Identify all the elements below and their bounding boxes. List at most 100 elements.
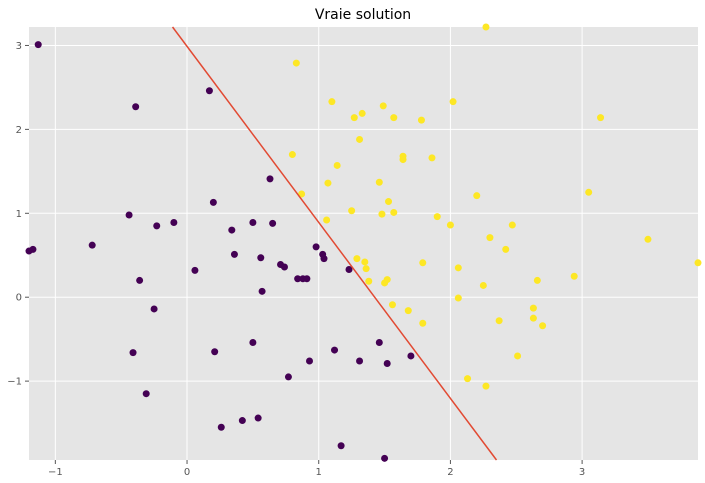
data-point: [125, 211, 133, 219]
data-point: [280, 263, 288, 271]
data-point: [399, 156, 407, 164]
data-point: [404, 307, 412, 315]
x-axis-ticks: −1 0 1 2 3: [48, 460, 585, 478]
data-point: [433, 213, 441, 221]
data-point: [320, 255, 328, 263]
chart-title: Vraie solution: [315, 7, 411, 23]
data-point: [388, 301, 396, 309]
data-point: [306, 357, 314, 365]
data-point: [356, 357, 364, 365]
data-point: [333, 161, 341, 169]
data-point: [390, 208, 398, 216]
data-point: [694, 259, 702, 267]
data-point: [449, 98, 457, 106]
data-point: [417, 116, 425, 124]
data-point: [238, 417, 246, 425]
data-point: [482, 382, 490, 390]
data-point: [353, 255, 361, 263]
data-point: [514, 352, 522, 360]
data-point: [486, 234, 494, 242]
data-point: [269, 219, 277, 227]
data-point: [348, 207, 356, 215]
y-tick-label: 1: [16, 209, 22, 220]
data-points: [25, 23, 702, 462]
data-point: [383, 276, 391, 284]
data-point: [356, 135, 364, 143]
data-point: [375, 339, 383, 347]
data-point: [211, 348, 219, 356]
data-point: [381, 454, 389, 462]
data-point: [407, 352, 415, 360]
x-tick-label: 0: [184, 467, 190, 478]
data-point: [331, 346, 339, 354]
data-point: [390, 114, 398, 122]
x-tick-label: 2: [447, 467, 453, 478]
y-tick-label: 3: [16, 41, 22, 52]
data-point: [205, 87, 213, 95]
data-point: [383, 359, 391, 367]
data-point: [473, 192, 481, 200]
data-point: [217, 423, 225, 431]
data-point: [495, 317, 503, 325]
data-point: [230, 250, 238, 258]
data-point: [529, 304, 537, 312]
data-point: [323, 216, 331, 224]
data-point: [539, 322, 547, 330]
data-point: [249, 339, 257, 347]
data-point: [129, 349, 137, 357]
boundary-line: [171, 26, 498, 461]
data-point: [254, 414, 262, 422]
data-point: [362, 265, 370, 273]
data-point: [191, 266, 199, 274]
data-point: [170, 219, 178, 227]
data-point: [529, 314, 537, 322]
data-point: [644, 235, 652, 243]
data-point: [292, 59, 300, 67]
data-point: [419, 319, 427, 327]
data-point: [446, 221, 454, 229]
data-point: [150, 305, 158, 313]
data-point: [288, 151, 296, 159]
data-point: [142, 390, 150, 398]
data-point: [328, 98, 336, 106]
x-tick-label: −1: [48, 467, 63, 478]
data-point: [228, 226, 236, 234]
data-point: [482, 23, 490, 31]
data-point: [454, 294, 462, 302]
data-point: [324, 179, 332, 187]
data-point: [597, 114, 605, 122]
data-point: [419, 259, 427, 267]
data-point: [294, 275, 302, 283]
data-point: [209, 198, 217, 206]
decision-boundary: [171, 26, 498, 461]
data-point: [361, 258, 369, 266]
data-point: [385, 198, 393, 206]
data-point: [345, 266, 353, 274]
data-point: [337, 442, 345, 450]
data-point: [88, 241, 96, 249]
data-point: [284, 373, 292, 381]
data-point: [358, 109, 366, 117]
data-point: [379, 102, 387, 110]
data-point: [350, 114, 358, 122]
data-point: [266, 175, 274, 183]
data-point: [378, 210, 386, 218]
data-point: [312, 243, 320, 251]
data-point: [303, 275, 311, 283]
gridlines: [29, 27, 698, 460]
x-tick-label: 1: [316, 467, 322, 478]
data-point: [428, 154, 436, 162]
data-point: [502, 245, 510, 253]
data-point: [249, 219, 257, 227]
y-axis-ticks: −1 0 1 2 3: [7, 41, 29, 388]
data-point: [25, 247, 33, 255]
data-point: [479, 281, 487, 289]
plot-area: [29, 27, 698, 460]
data-point: [257, 254, 265, 262]
data-point: [153, 222, 161, 230]
y-tick-label: 2: [16, 125, 22, 136]
data-point: [136, 276, 144, 284]
y-tick-label: 0: [16, 293, 22, 304]
data-point: [34, 41, 42, 49]
